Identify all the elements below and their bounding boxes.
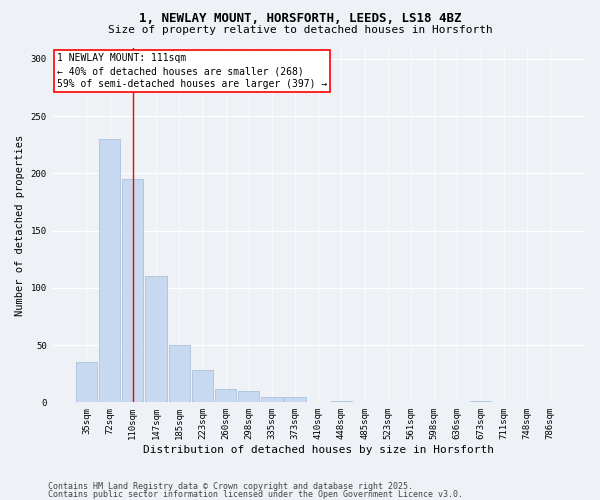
Bar [169,345,190,403]
Text: 1 NEWLAY MOUNT: 111sqm
← 40% of detached houses are smaller (268)
59% of semi-de: 1 NEWLAY MOUNT: 111sqm ← 40% of detached… [57,53,327,89]
Bar [284,396,306,402]
Bar [76,362,97,403]
Bar [238,391,259,402]
Bar [215,388,236,402]
Bar [331,401,352,402]
Bar [122,179,143,402]
Bar [191,370,213,402]
Y-axis label: Number of detached properties: Number of detached properties [15,134,25,316]
Text: Contains public sector information licensed under the Open Government Licence v3: Contains public sector information licen… [48,490,463,499]
Bar [470,401,491,402]
Bar [145,276,167,402]
Text: 1, NEWLAY MOUNT, HORSFORTH, LEEDS, LS18 4BZ: 1, NEWLAY MOUNT, HORSFORTH, LEEDS, LS18 … [139,12,461,26]
X-axis label: Distribution of detached houses by size in Horsforth: Distribution of detached houses by size … [143,445,494,455]
Text: Size of property relative to detached houses in Horsforth: Size of property relative to detached ho… [107,25,493,35]
Bar [99,139,120,402]
Text: Contains HM Land Registry data © Crown copyright and database right 2025.: Contains HM Land Registry data © Crown c… [48,482,413,491]
Bar [261,396,283,402]
